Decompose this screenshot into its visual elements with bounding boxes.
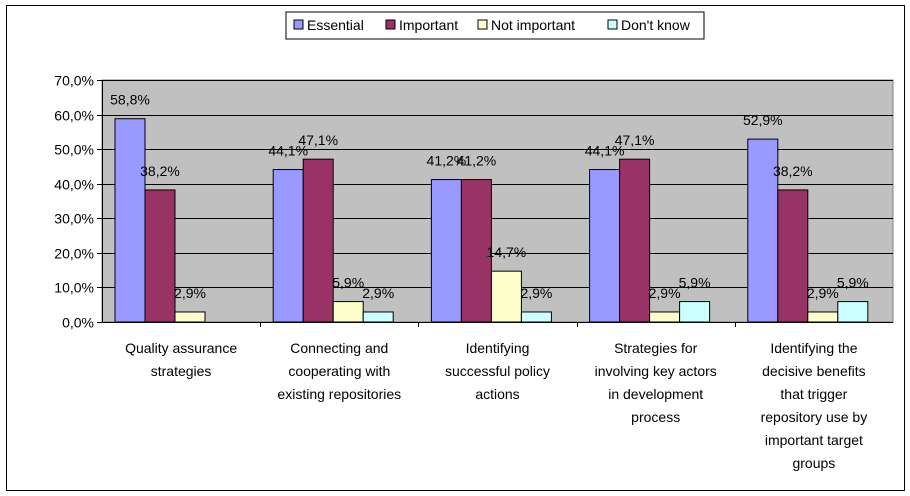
bar [460, 179, 492, 323]
bar [807, 311, 839, 323]
category-label-line: strategies [151, 363, 212, 379]
legend-swatch [607, 19, 618, 30]
data-label: 47,1% [615, 132, 655, 148]
legend-swatch [477, 19, 488, 30]
category-label-line: Identifying [466, 340, 530, 356]
data-label: 5,9% [679, 275, 711, 291]
data-label: 2,9% [807, 285, 839, 301]
bar [490, 270, 522, 323]
data-label: 5,9% [332, 275, 364, 291]
category-label-line: Strategies for [614, 340, 698, 356]
category-label-line: existing repositories [277, 386, 401, 402]
y-tick-label: 50,0% [54, 142, 94, 158]
bar [619, 158, 651, 323]
category-label: Identifying the decisive benefits that tri… [761, 340, 868, 471]
bar [114, 118, 146, 323]
category-label-line: cooperating with [288, 363, 390, 379]
category-label-line: important target [765, 432, 863, 448]
category-label-line: successful policy [445, 363, 550, 379]
y-tick-label: 30,0% [54, 211, 94, 227]
legend-swatch [293, 19, 304, 30]
bar [272, 169, 304, 323]
bar [747, 138, 779, 323]
legend-label: Important [399, 17, 458, 33]
data-label: 52,9% [743, 112, 783, 128]
category-label-line: repository use by [761, 409, 868, 425]
y-tick-label: 0,0% [62, 315, 94, 331]
legend-label: Don't know [621, 17, 691, 33]
data-label: 2,9% [362, 285, 394, 301]
category-label: Identifying successful policy actions [445, 340, 550, 402]
category-label-line: actions [475, 386, 519, 402]
category-label-line: in development [608, 386, 703, 402]
category-label-line: Quality assurance [125, 340, 237, 356]
bar [174, 311, 206, 323]
bar [679, 301, 711, 323]
bar [362, 311, 394, 323]
data-label: 2,9% [649, 285, 681, 301]
data-label: 44,1% [585, 143, 625, 159]
data-label: 58,8% [110, 92, 150, 108]
category-label: Connecting and cooperating with existing r… [277, 340, 401, 402]
bar [837, 301, 869, 323]
data-label: 44,1% [268, 143, 308, 159]
data-label: 38,2% [773, 163, 813, 179]
category-label-line: process [631, 409, 680, 425]
bar [144, 189, 176, 323]
legend-label: Essential [307, 17, 364, 33]
bar [302, 158, 334, 323]
data-label: 47,1% [298, 132, 338, 148]
bar [777, 189, 809, 323]
data-label: 5,9% [837, 275, 869, 291]
category-label-line: Connecting and [290, 340, 388, 356]
bar [589, 169, 621, 323]
data-label: 2,9% [174, 285, 206, 301]
legend-swatch [385, 19, 396, 30]
category-label-line: groups [792, 455, 835, 471]
y-tick-label: 20,0% [54, 246, 94, 262]
category-label-line: decisive benefits [762, 363, 866, 379]
legend [285, 11, 705, 40]
y-tick-label: 70,0% [54, 73, 94, 89]
category-label: Strategies for involving key actors in dev… [595, 340, 717, 425]
y-tick-label: 60,0% [54, 108, 94, 124]
data-label: 41,2% [457, 153, 497, 169]
bar [520, 311, 552, 323]
bar [649, 311, 681, 323]
category-label-line: involving key actors [595, 363, 717, 379]
data-label: 2,9% [520, 285, 552, 301]
category-label: Quality assurance strategies [125, 340, 237, 379]
bar [332, 301, 364, 323]
data-label: 38,2% [140, 163, 180, 179]
data-label: 14,7% [487, 244, 527, 260]
y-tick-label: 10,0% [54, 280, 94, 296]
legend-label: Not important [491, 17, 575, 33]
category-label-line: Identifying the [770, 340, 857, 356]
data-label: 41,2% [427, 153, 467, 169]
category-label-line: that trigger [780, 386, 847, 402]
bar [430, 179, 462, 323]
y-tick-label: 40,0% [54, 177, 94, 193]
